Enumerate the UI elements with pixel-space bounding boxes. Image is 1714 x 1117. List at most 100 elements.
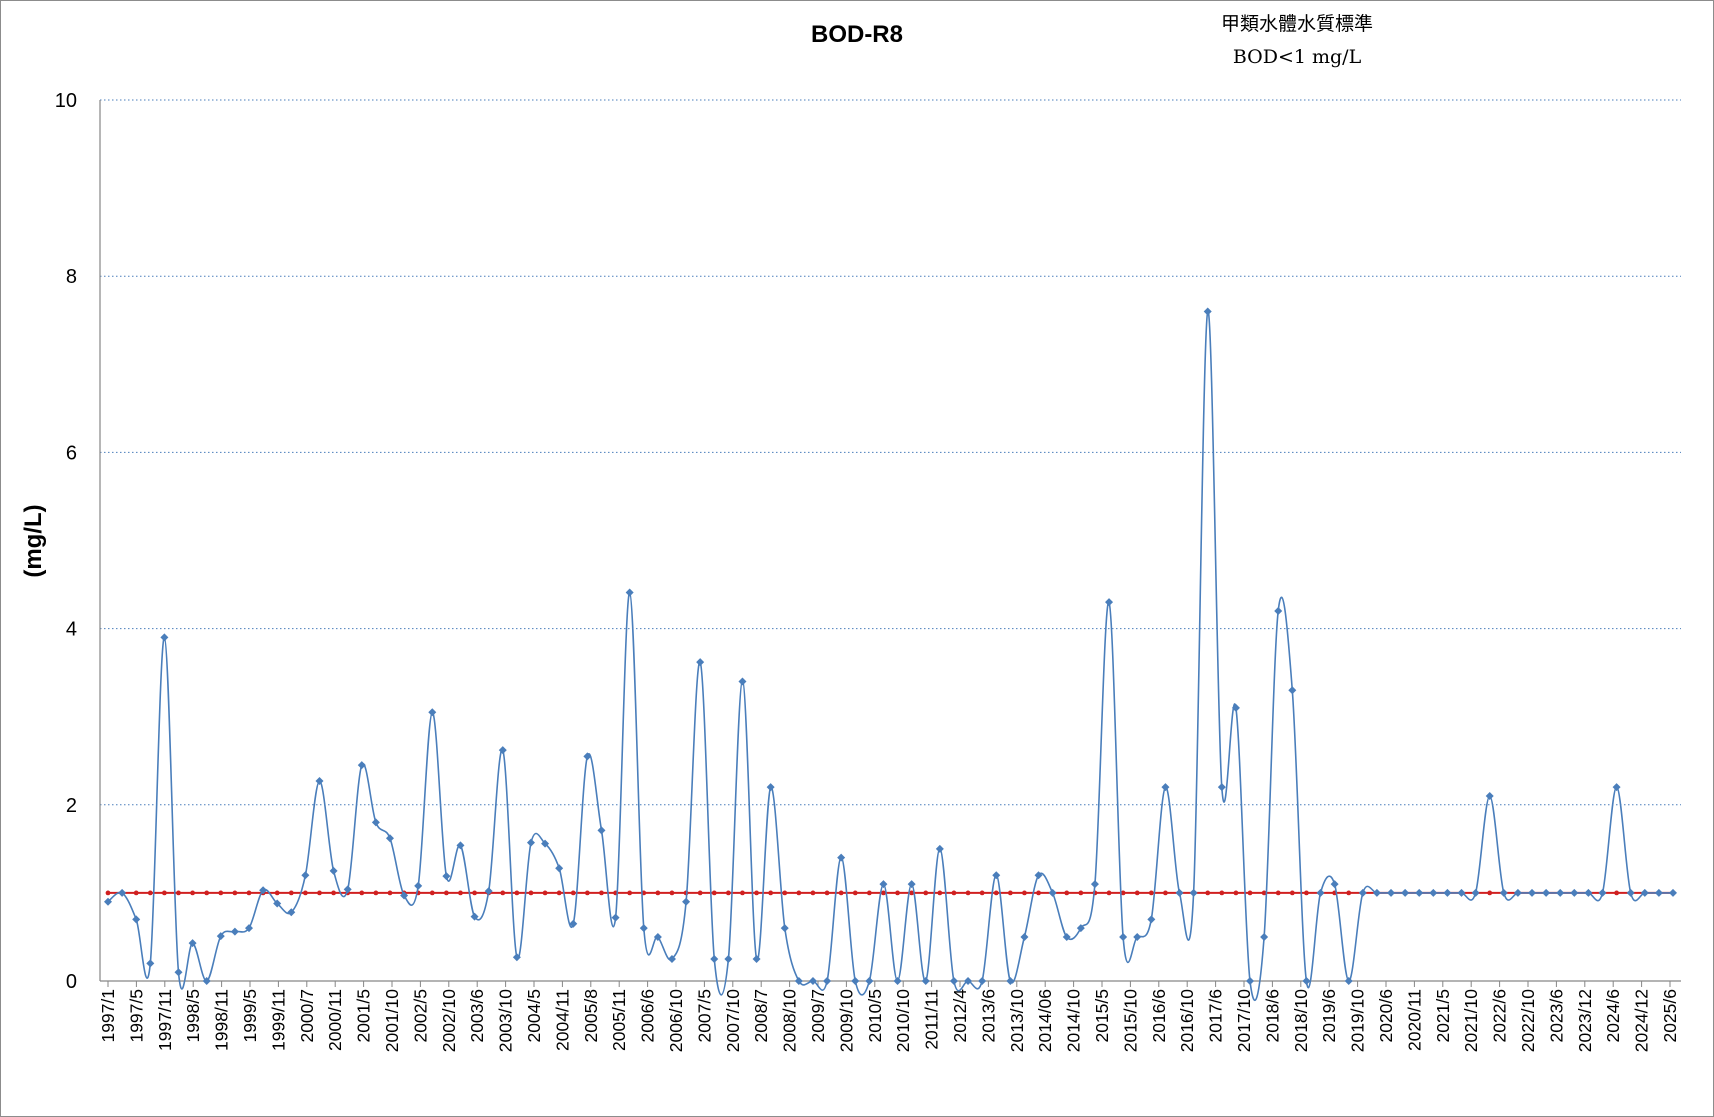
standard-point — [725, 890, 731, 896]
x-tick-label: 1997/5 — [126, 989, 146, 1043]
standard-point — [542, 890, 548, 896]
standard-point — [570, 890, 576, 896]
bod-point — [132, 915, 141, 924]
x-tick-label: 1997/1 — [98, 989, 118, 1043]
bod-point — [244, 924, 253, 933]
standard-point — [979, 890, 985, 896]
x-tick-label: 2019/6 — [1319, 989, 1339, 1043]
standard-point — [1163, 890, 1168, 896]
x-tick-label: 1999/5 — [240, 989, 260, 1043]
bod-point — [1076, 924, 1085, 933]
x-tick-label: 2000/7 — [297, 989, 317, 1043]
grid-lines — [100, 99, 1681, 806]
y-tick-4: 4 — [66, 619, 77, 641]
x-tick-labels: 1997/1 1997/5 1997/11 1998/5 1998/11 1999/5 19… — [98, 989, 1680, 1053]
bod-point — [794, 977, 803, 985]
bod-point — [935, 844, 944, 853]
x-tick-label: 2022/10 — [1518, 989, 1538, 1053]
bod-point — [766, 783, 775, 792]
bod-point — [202, 977, 211, 985]
x-tick-label: 2020/6 — [1376, 989, 1396, 1043]
y-tick-10: 10 — [55, 90, 77, 112]
bod-point — [1119, 932, 1128, 941]
bod-point — [710, 954, 719, 963]
bod-point — [752, 954, 761, 963]
standard-point — [1007, 890, 1013, 896]
x-tick-label: 2010/5 — [865, 989, 885, 1043]
y-tick-labels: 0 2 4 6 8 10 — [55, 90, 77, 993]
x-tick-label: 2017/10 — [1234, 989, 1254, 1053]
x-tick-label: 2013/10 — [1007, 989, 1027, 1053]
bod-point — [414, 881, 423, 890]
bod-point — [1415, 888, 1424, 897]
standard-point — [1346, 890, 1352, 896]
bod-point — [470, 912, 479, 921]
bod-point — [1246, 977, 1255, 985]
x-tick-label: 2004/11 — [552, 989, 572, 1051]
standard-point — [655, 890, 661, 896]
bod-point — [1048, 888, 1057, 897]
bod-point — [978, 977, 987, 985]
bod-point — [964, 977, 973, 985]
standard-point — [176, 890, 181, 896]
x-tick-label: 2002/5 — [410, 989, 430, 1043]
bod-point — [1358, 888, 1367, 897]
standard-point — [317, 890, 322, 896]
bod-point — [1062, 932, 1071, 941]
standard-point — [1275, 890, 1281, 896]
bod-point — [696, 658, 705, 667]
x-tick-label: 2003/10 — [496, 989, 516, 1053]
bod-line — [107, 310, 1673, 1002]
bod-point — [174, 968, 183, 977]
standard-point — [373, 890, 379, 896]
bod-point — [1556, 888, 1565, 897]
x-tick-label: 2024/12 — [1632, 989, 1652, 1052]
bod-point — [1387, 888, 1396, 897]
standard-point — [599, 890, 604, 896]
standard-point — [796, 890, 802, 896]
x-tick-label: 2005/11 — [609, 989, 629, 1051]
bod-point — [456, 841, 465, 850]
bod-point — [1344, 977, 1353, 985]
x-tick-label: 1999/11 — [268, 989, 288, 1051]
standard-point — [824, 890, 830, 896]
bod-point — [1570, 888, 1579, 897]
standard-point — [1487, 890, 1493, 896]
bod-point — [146, 959, 155, 968]
bod-point — [837, 853, 846, 862]
standard-point — [1304, 890, 1309, 896]
x-tick-label: 2013/6 — [978, 989, 998, 1043]
x-tick-label: 2007/5 — [694, 989, 714, 1043]
standard-point — [331, 890, 336, 896]
bod-point — [428, 708, 437, 717]
x-tick-label: 2024/6 — [1603, 989, 1623, 1043]
x-tick-label: 2000/11 — [325, 989, 345, 1051]
standard-point — [754, 890, 759, 896]
bod-point — [1133, 932, 1142, 941]
bod-point — [851, 977, 860, 985]
bod-point — [808, 977, 817, 985]
bod-point — [160, 633, 169, 642]
bod-point — [1260, 932, 1269, 941]
standard-point — [1036, 890, 1041, 896]
standard-point — [1064, 890, 1070, 896]
x-tick-label: 2003/6 — [467, 989, 487, 1043]
standard-point — [1120, 890, 1126, 896]
standard-point — [1148, 890, 1154, 896]
bod-point — [1147, 915, 1156, 924]
bod-point — [611, 913, 620, 922]
bod-point — [385, 834, 394, 843]
x-tick-label: 2008/7 — [751, 989, 771, 1043]
bod-point — [329, 866, 338, 875]
standard-point — [359, 890, 365, 896]
bod-point — [1513, 888, 1522, 897]
bod-point — [1429, 888, 1438, 897]
x-tick-label: 2014/06 — [1035, 989, 1055, 1052]
x-tick-label: 2025/6 — [1660, 989, 1680, 1043]
bod-point — [1175, 888, 1184, 897]
bod-point — [738, 677, 747, 686]
x-tick-label: 2018/10 — [1291, 989, 1311, 1053]
bod-point — [1330, 880, 1339, 889]
standard-point — [190, 890, 195, 896]
standard-point — [866, 890, 872, 896]
